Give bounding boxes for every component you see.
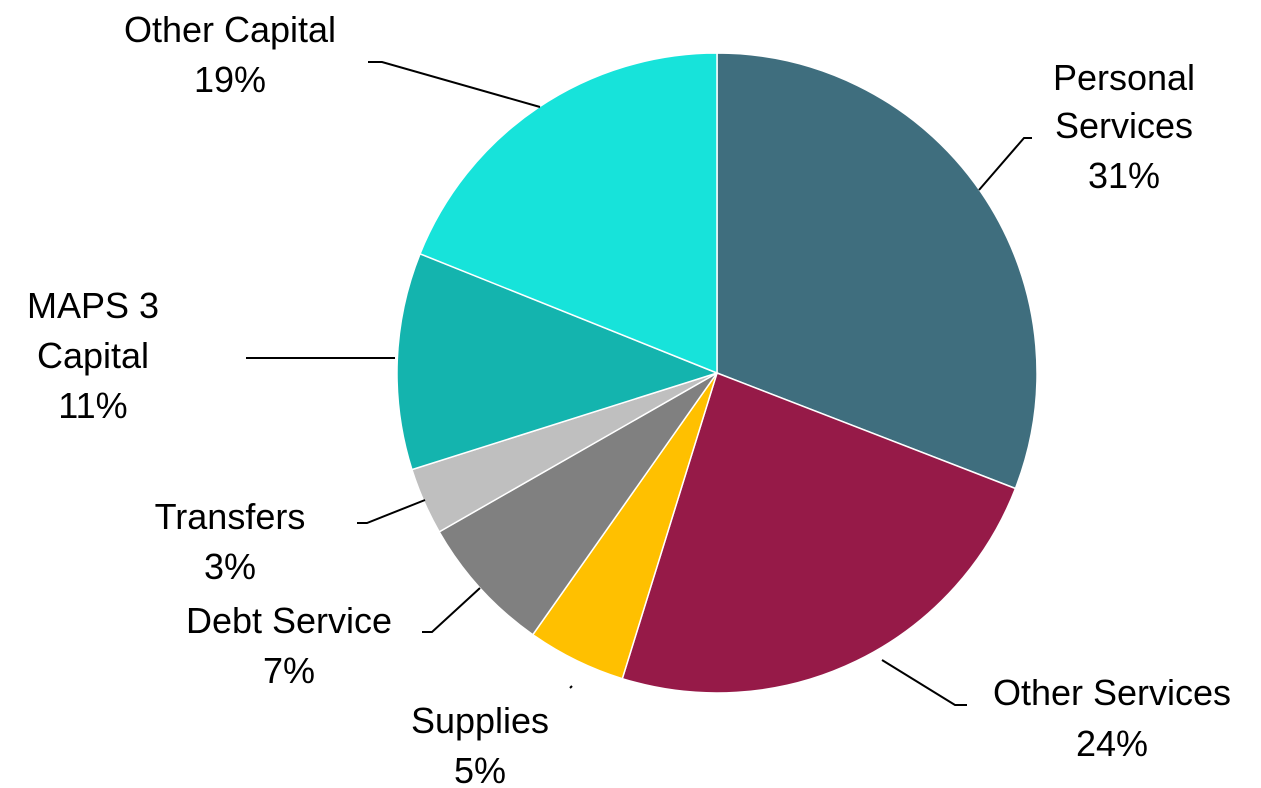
slice-label-supplies: Supplies 5%	[411, 700, 549, 788]
slice-label-other-services: Other Services 24%	[993, 672, 1231, 764]
slice-label-maps-3-capital: MAPS 3 Capital 11%	[27, 285, 159, 426]
leader-line-supplies	[569, 685, 573, 689]
leader-line-debt-service	[422, 587, 481, 633]
slice-name-other-capital: Other Capital	[124, 9, 336, 50]
pie-slices	[396, 52, 1038, 694]
slice-percent-debt-service: 7%	[263, 650, 315, 691]
slice-name-maps-3-capital: MAPS 3	[27, 285, 159, 326]
slice-name-debt-service: Debt Service	[186, 600, 392, 641]
slice-percent-transfers: 3%	[204, 546, 256, 587]
slice-label-debt-service: Debt Service 7%	[186, 600, 392, 691]
leader-line-other-capital	[368, 61, 541, 108]
slice-label-other-capital: Other Capital 19%	[124, 9, 336, 100]
slice-percent-other-services: 24%	[1076, 723, 1148, 764]
pie-slice-maps-3-capital	[396, 252, 720, 471]
slice-name-personal-services: Services	[1055, 105, 1193, 146]
slice-name-maps-3-capital: Capital	[37, 335, 149, 376]
slice-labels: Personal Services 31% Other Services 24% Supp…	[27, 9, 1231, 788]
slice-name-personal-services: Personal	[1053, 57, 1195, 98]
slice-label-transfers: Transfers 3%	[155, 496, 306, 587]
pie-slice-other-services	[621, 372, 1017, 694]
slice-percent-maps-3-capital: 11%	[58, 385, 127, 426]
leader-line-transfers	[357, 499, 426, 524]
leader-line-personal-services	[978, 137, 1032, 191]
pie-slice-other-capital	[419, 52, 718, 375]
slice-percent-personal-services: 31%	[1088, 155, 1160, 196]
pie-slice-personal-services	[716, 52, 1038, 490]
slice-label-personal-services: Personal Services 31%	[1053, 57, 1195, 196]
slice-percent-supplies: 5%	[454, 750, 506, 788]
leader-line-other-services	[881, 659, 967, 706]
slice-name-transfers: Transfers	[155, 496, 306, 537]
slice-name-other-services: Other Services	[993, 672, 1231, 713]
leader-lines	[246, 61, 1032, 706]
slice-percent-other-capital: 19%	[194, 59, 266, 100]
slice-name-supplies: Supplies	[411, 700, 549, 741]
